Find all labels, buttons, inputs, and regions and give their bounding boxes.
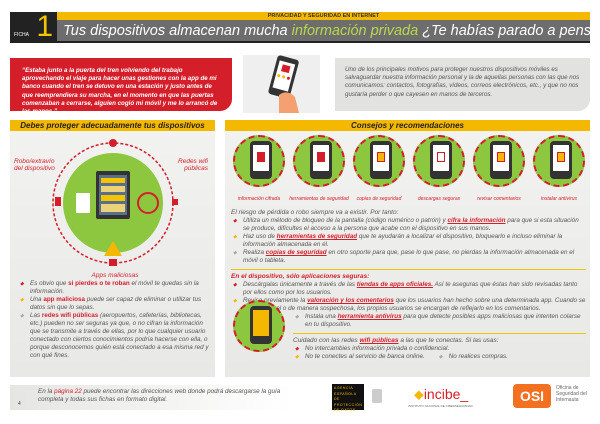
- tips-panel: Consejos y recomendaciones información c…: [225, 120, 590, 377]
- osi-subtitle: Oficina de Seguridad del Internauta: [556, 385, 587, 403]
- tip-icon-label: instalar antivirus: [540, 196, 578, 202]
- incibe-subtitle: INSTITUTO NACIONAL DE CIBERSEGURIDAD: [408, 404, 473, 408]
- label-wifi: Redes wifi públicas: [178, 158, 208, 172]
- bullet: No intercambies información privada o co…: [293, 345, 586, 353]
- app-store-icon: [413, 135, 465, 187]
- osi-logo: OSI: [513, 384, 551, 408]
- page-link[interactable]: página 22: [54, 388, 82, 395]
- bullet: Revisa previamente la valoración y los c…: [231, 297, 586, 313]
- series-bar: PRIVACIDAD Y SEGURIDAD EN INTERNET: [57, 12, 590, 20]
- intro-box: Uno de los principales motivos para prot…: [335, 58, 590, 111]
- label-apps: Apps maliciosas: [91, 272, 139, 279]
- bullet: Las redes wifi públicas (aeropuertos, ca…: [18, 312, 210, 360]
- section-heading: En el dispositivo, sólo aplicaciones seg…: [231, 273, 370, 280]
- tip-icon-label: herramientas de seguridad: [289, 196, 349, 202]
- threats-diagram: [52, 139, 178, 266]
- quote-box: “Estaba junto a la puerta del tren volvi…: [10, 58, 232, 115]
- panel-title: Debes proteger adecuadamente tus disposi…: [10, 120, 215, 131]
- spain-coat-of-arms-icon: [372, 389, 382, 403]
- page-title: Tus dispositivos almacenan mucha informa…: [57, 20, 600, 43]
- backup-folder-icon: [353, 135, 405, 187]
- bullet: Una app maliciosa puede ser capaz de eli…: [18, 296, 210, 312]
- label-theft: Robo/extravío del dispositivo: [14, 158, 55, 172]
- bullet: Utiliza un método de bloqueo de la panta…: [231, 217, 586, 233]
- safe-icon: [293, 135, 345, 187]
- section-heading: Cuidado con las redes wifi públicas a la…: [293, 337, 499, 344]
- panel-title: Consejos y recomendaciones: [225, 120, 590, 131]
- ficha-badge: FICHA 1: [10, 10, 57, 43]
- bullet: Es obvio que si pierdes o te roban el mó…: [18, 280, 210, 296]
- tip-icon-label: copias de seguridad: [356, 196, 402, 202]
- bullet: Haz uso de herramientas de seguridad que…: [231, 233, 586, 249]
- incibe-logo: ⬥incibe_: [414, 386, 469, 402]
- phone-lock-illustration: [243, 55, 320, 113]
- tip-icon-label: información cifrada: [237, 196, 281, 202]
- lock-icon: [233, 135, 285, 187]
- bullet: Descárgalas únicamente a través de las t…: [231, 281, 586, 297]
- comments-icon: [473, 135, 525, 187]
- bullet: Realiza copias de seguridad en otro sopo…: [231, 249, 586, 265]
- bullet: No te conectes al servicio de banca onli…: [293, 353, 586, 361]
- bullet: Instala una herramienta antivirus para q…: [293, 313, 586, 329]
- apps-phone-icon: [233, 300, 285, 352]
- tip-icon-label: revisar comentarios: [477, 196, 521, 202]
- shield-icon: [533, 135, 585, 187]
- aepd-logo: AGENCIA ESPAÑOLA DE PROTECCIÓN DE DATOS: [332, 384, 364, 412]
- protect-devices-panel: Debes proteger adecuadamente tus disposi…: [10, 120, 215, 377]
- section-heading: El riesgo de pérdida o robo siempre va a…: [231, 209, 399, 216]
- page-number: 4: [18, 401, 21, 407]
- footer-note: En la página 22 puede encontrar las dire…: [10, 385, 292, 410]
- tip-icon-label: descargas seguras: [417, 196, 461, 202]
